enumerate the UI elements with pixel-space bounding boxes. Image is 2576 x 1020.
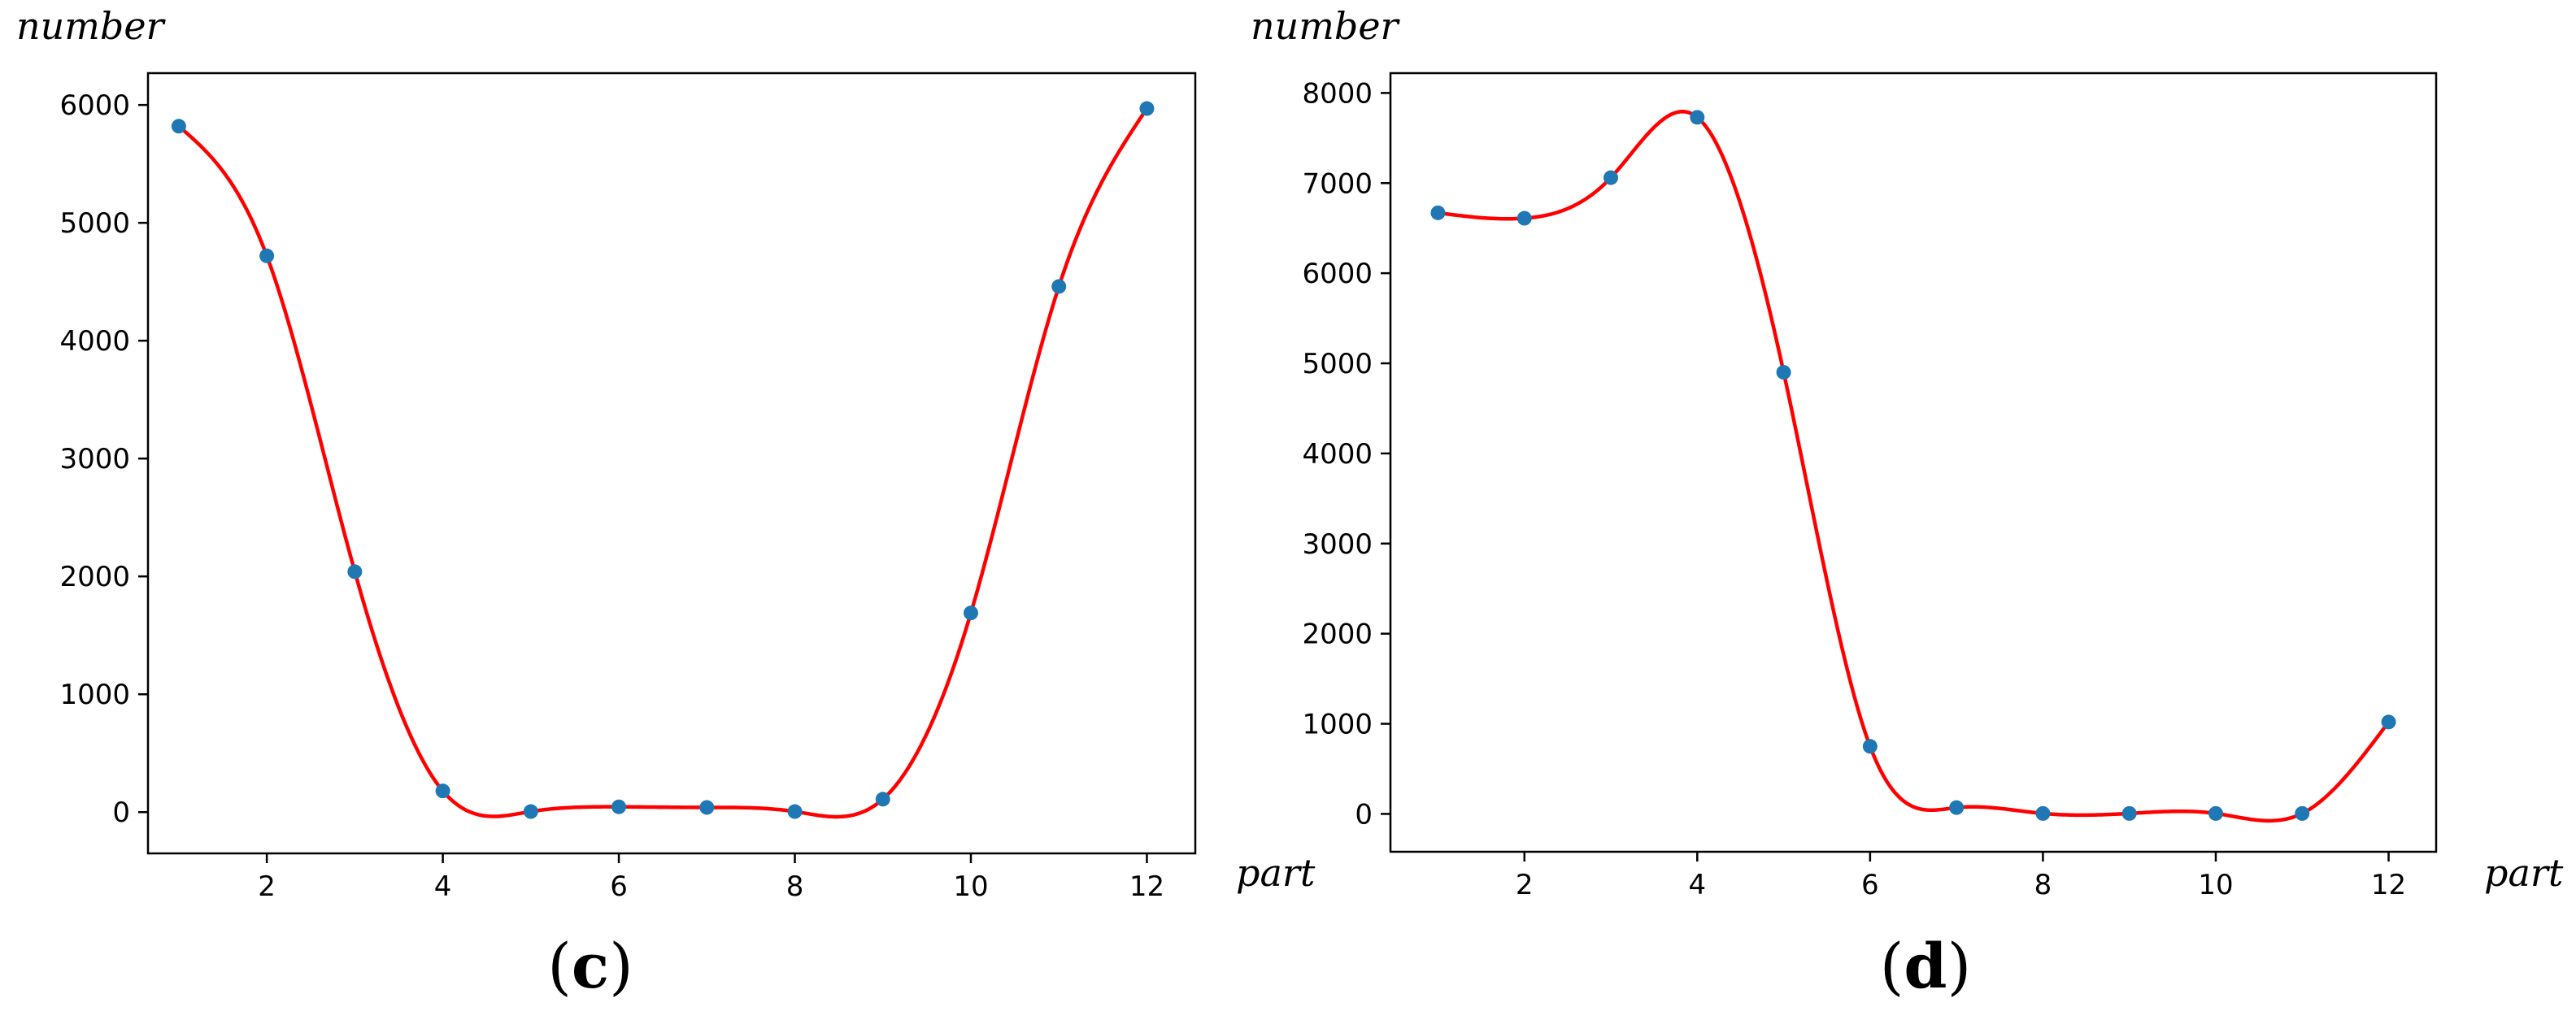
data-point <box>171 119 186 134</box>
data-point <box>1516 211 1532 226</box>
y-tick-label: 7000 <box>1302 167 1373 200</box>
panel-letter-c: c <box>572 930 609 1002</box>
data-point <box>259 248 275 263</box>
data-point <box>2208 805 2223 821</box>
y-axis: 0 1000 2000 3000 4000 5000 6000 <box>59 89 148 829</box>
data-point <box>787 804 803 819</box>
fit-curve <box>1438 110 2391 823</box>
y-tick-label: 1000 <box>1302 709 1373 741</box>
x-axis: 2 4 6 8 10 12 <box>258 853 1164 903</box>
data-point <box>1949 800 1965 815</box>
data-point <box>1051 279 1067 294</box>
data-point <box>1603 170 1619 185</box>
data-point <box>347 564 363 579</box>
y-tick-label: 6000 <box>59 89 130 122</box>
chart-panel-d: 0 1000 2000 3000 4000 5000 6000 7000 8000 2 4 6 8 10… <box>1251 4 2564 1002</box>
x-tick-label: 8 <box>786 870 804 903</box>
y-tick-label: 4000 <box>59 325 130 358</box>
x-tick-label: 4 <box>1688 869 1706 901</box>
y-tick-label: 4000 <box>1302 438 1373 471</box>
x-tick-label: 12 <box>2371 869 2406 901</box>
data-point <box>1862 739 1878 754</box>
y-tick-label: 2000 <box>59 561 130 593</box>
x-tick-label: 4 <box>434 870 452 903</box>
x-tick-label: 8 <box>2034 869 2052 901</box>
data-point <box>2035 805 2051 821</box>
y-axis-title: number <box>1251 4 1401 48</box>
x-tick-label: 6 <box>610 870 628 903</box>
data-point <box>699 800 715 815</box>
y-tick-label: 0 <box>112 796 130 829</box>
x-tick-label: 2 <box>258 870 276 903</box>
data-point <box>875 792 890 807</box>
data-point <box>2295 805 2310 821</box>
data-point <box>1430 205 1446 220</box>
data-point <box>1776 365 1791 380</box>
y-tick-label: 0 <box>1355 798 1373 831</box>
x-tick-label: 10 <box>953 870 988 903</box>
x-tick-label: 2 <box>1516 869 1534 901</box>
data-point <box>1139 101 1155 116</box>
plot-frame <box>146 72 1197 855</box>
panel-label-d: (d) <box>1880 930 1971 1002</box>
x-tick-label: 10 <box>2198 869 2233 901</box>
y-tick-label: 8000 <box>1302 77 1373 110</box>
x-tick-label: 6 <box>1861 869 1879 901</box>
data-point <box>523 804 538 819</box>
chart-panel-c: 0 1000 2000 3000 4000 5000 6000 2 4 6 8 10 12 numbe… <box>16 4 1316 1002</box>
y-tick-label: 2000 <box>1302 619 1373 651</box>
panel-letter-d: d <box>1904 930 1947 1002</box>
panel-label-c: (c) <box>547 930 633 1002</box>
y-tick-label: 5000 <box>59 207 130 240</box>
data-point <box>2121 805 2137 821</box>
data-point <box>964 605 978 621</box>
data-point <box>611 799 627 814</box>
data-point <box>1690 110 1705 125</box>
data-point <box>2381 714 2396 730</box>
x-tick-label: 12 <box>1129 870 1164 903</box>
y-tick-label: 6000 <box>1302 258 1373 290</box>
y-tick-label: 5000 <box>1302 348 1373 380</box>
plot-frame <box>1389 72 2438 853</box>
fit-curve <box>177 107 1149 819</box>
data-points <box>1430 110 2396 821</box>
y-tick-label: 3000 <box>59 443 130 475</box>
x-axis: 2 4 6 8 10 12 <box>1516 852 2406 901</box>
y-tick-label: 3000 <box>1302 528 1373 561</box>
y-axis: 0 1000 2000 3000 4000 5000 6000 7000 8000 <box>1302 77 1390 831</box>
data-points <box>171 101 1155 819</box>
y-tick-label: 1000 <box>59 679 130 711</box>
x-axis-title: part <box>1236 851 1316 895</box>
y-axis-title: number <box>16 4 167 48</box>
data-point <box>435 783 450 799</box>
x-axis-title: part <box>2484 851 2564 895</box>
